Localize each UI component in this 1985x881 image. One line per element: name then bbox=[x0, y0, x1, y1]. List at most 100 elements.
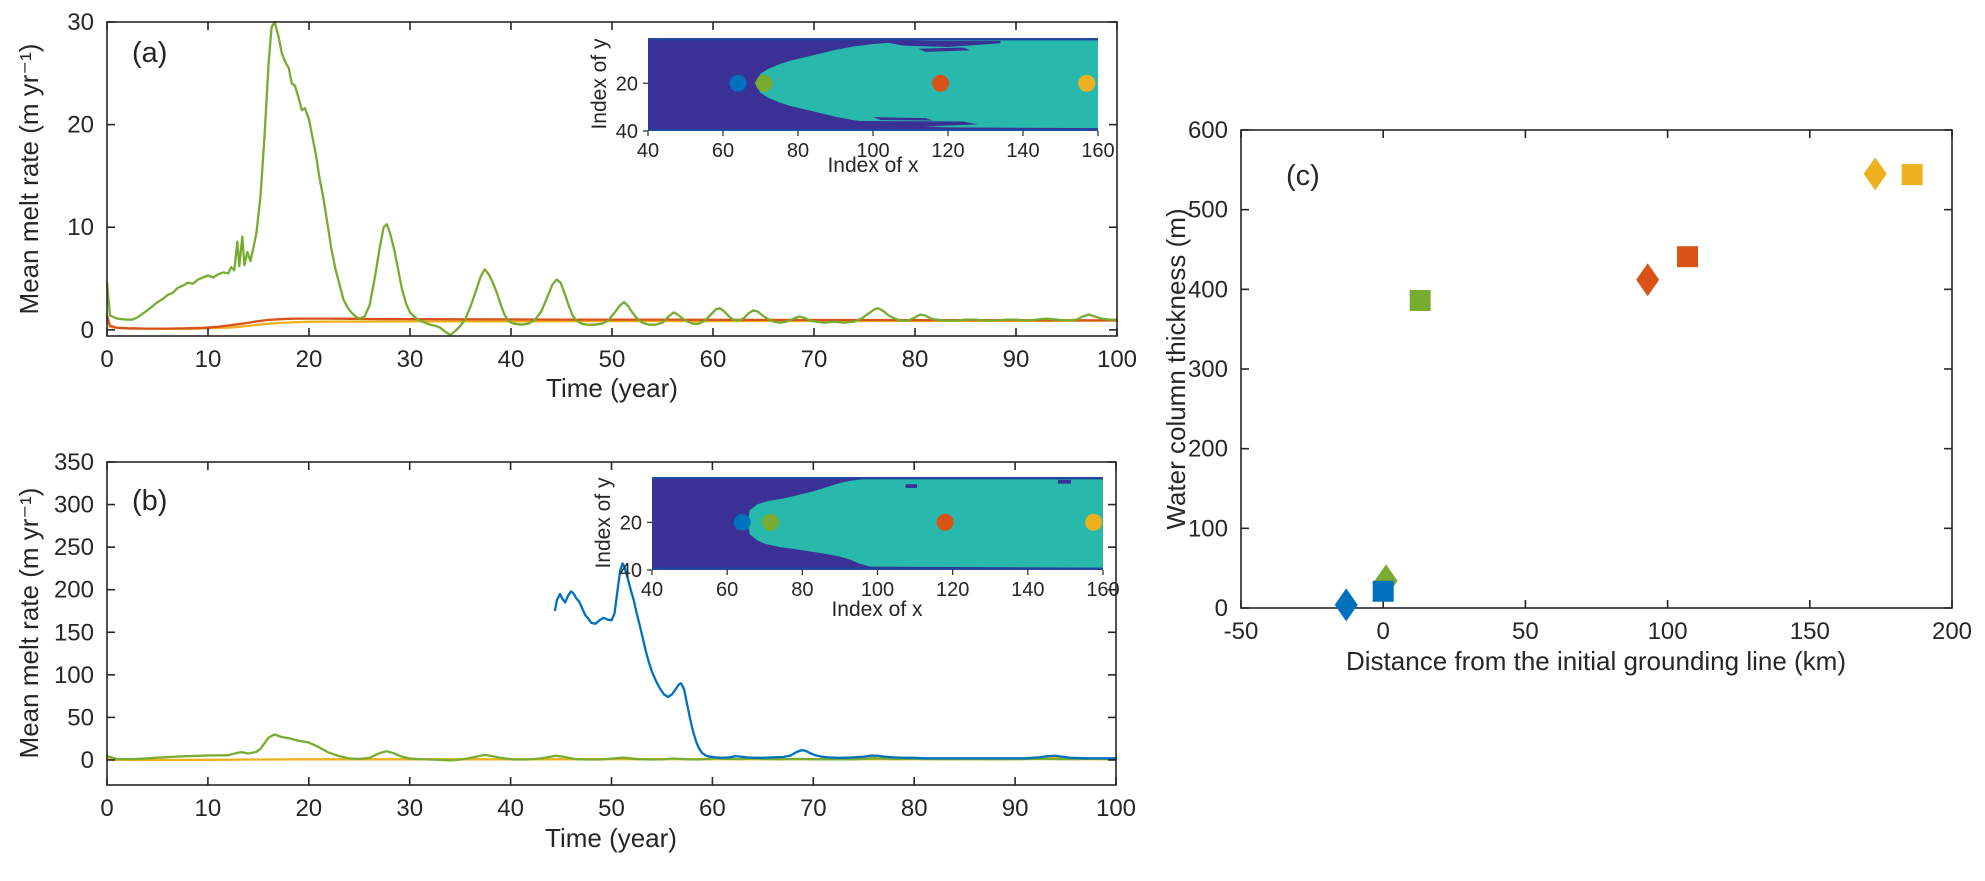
inset-map-streak bbox=[1057, 479, 1072, 484]
x-tick-label: 0 bbox=[100, 795, 113, 822]
panel-c-letter: (c) bbox=[1286, 160, 1320, 192]
x-tick-label: 50 bbox=[1512, 618, 1539, 645]
x-tick-label: 100 bbox=[1096, 795, 1136, 822]
x-tick-label: 0 bbox=[100, 346, 113, 373]
x-tick-label: 150 bbox=[1790, 618, 1830, 645]
inset-blue-dot bbox=[729, 74, 747, 92]
x-tick-label: 100 bbox=[1648, 618, 1688, 645]
x-tick-label: 200 bbox=[1932, 618, 1972, 645]
inset-x-tick-label: 120 bbox=[931, 140, 964, 162]
axes-box bbox=[1240, 129, 1953, 609]
inset-map-b: 40 60 80 100 120 140 160 20 40 bbox=[620, 477, 1120, 601]
y-tick-label: 200 bbox=[54, 577, 94, 604]
scatter-marker-orange-square bbox=[1677, 246, 1699, 268]
scatter-marker-blue-square bbox=[1372, 580, 1394, 602]
y-tick-label: 50 bbox=[67, 704, 94, 731]
inset-x-tick-label: 60 bbox=[716, 579, 738, 601]
y-tick-label: 0 bbox=[1215, 595, 1228, 622]
inset-x-tick-label: 40 bbox=[641, 579, 663, 601]
panel-c-y-axis-title: Water column thickness (m) bbox=[1161, 208, 1191, 529]
inset-x-tick-label: 60 bbox=[712, 140, 734, 162]
inset-y-tick-label: 20 bbox=[620, 512, 642, 534]
inset-a-x-axis-title: Index of x bbox=[827, 154, 919, 177]
inset-orange-dot bbox=[932, 74, 949, 92]
series-line-blue bbox=[553, 562, 1118, 760]
inset-map-bottom-border bbox=[648, 128, 1098, 131]
inset-yellow-dot bbox=[1085, 513, 1103, 531]
y-tick-label: 250 bbox=[54, 534, 94, 561]
inset-x-tick-label: 80 bbox=[787, 140, 809, 162]
x-tick-label: -50 bbox=[1224, 618, 1259, 645]
y-tick-label: 600 bbox=[1188, 117, 1228, 144]
x-tick-label: 40 bbox=[497, 795, 524, 822]
scatter-marker-yellow-square bbox=[1901, 164, 1923, 186]
y-tick-label: 500 bbox=[1188, 197, 1228, 224]
panel-a-melt-rate-chart: 0 10 20 30 40 50 60 70 80 90 100 0 10 20 30 (a) Time (… bbox=[14, 9, 1137, 403]
series-line-orange bbox=[105, 314, 1119, 330]
x-tick-label: 50 bbox=[598, 795, 625, 822]
y-tick-label: 0 bbox=[81, 747, 94, 774]
x-tick-label: 40 bbox=[498, 346, 525, 373]
panel-b-melt-rate-chart: 0 10 20 30 40 50 60 70 80 90 100 0 50 100 150 200 250 300… bbox=[14, 449, 1136, 853]
y-tick-label: 150 bbox=[54, 619, 94, 646]
inset-map-a: 40 60 80 100 120 140 160 20 40 bbox=[616, 38, 1115, 162]
scatter-marker-yellow-diamond bbox=[1863, 157, 1887, 191]
inset-x-tick-label: 140 bbox=[1011, 579, 1044, 601]
x-tick-label: 70 bbox=[801, 346, 828, 373]
x-tick-label: 30 bbox=[397, 346, 424, 373]
x-tick-label: 10 bbox=[195, 346, 222, 373]
y-tick-label: 20 bbox=[67, 112, 94, 139]
x-tick-label: 20 bbox=[296, 346, 323, 373]
inset-map-streak bbox=[873, 117, 933, 121]
inset-a-y-axis-title: Index of y bbox=[588, 38, 611, 130]
inset-x-tick-label: 160 bbox=[1081, 140, 1114, 162]
y-tick-label: 300 bbox=[54, 492, 94, 519]
inset-x-tick-label: 120 bbox=[936, 579, 969, 601]
scatter-marker-green-square bbox=[1409, 289, 1431, 311]
panel-b-y-axis-title: Mean melt rate (m yr⁻¹) bbox=[14, 488, 44, 759]
panel-c-x-axis-title: Distance from the initial grounding line… bbox=[1346, 646, 1846, 676]
inset-y-tick-label: 20 bbox=[616, 73, 638, 95]
x-tick-label: 20 bbox=[295, 795, 322, 822]
inset-x-tick-label: 140 bbox=[1006, 140, 1039, 162]
x-tick-label: 80 bbox=[901, 795, 928, 822]
x-tick-label: 100 bbox=[1097, 346, 1137, 373]
x-tick-label: 50 bbox=[599, 346, 626, 373]
x-tick-label: 80 bbox=[902, 346, 929, 373]
panel-b-plot-area: 0 10 20 30 40 50 60 70 80 90 100 0 50 100 150 200 250 300… bbox=[54, 449, 1136, 822]
y-tick-label: 10 bbox=[67, 214, 94, 241]
y-tick-label: 30 bbox=[67, 9, 94, 36]
inset-map-streak bbox=[888, 40, 1001, 48]
panel-a-letter: (a) bbox=[132, 37, 167, 69]
x-tick-label: 60 bbox=[699, 795, 726, 822]
inset-map-bottom-border bbox=[652, 567, 1103, 570]
x-tick-label: 30 bbox=[396, 795, 423, 822]
series-line-green bbox=[105, 20, 1119, 337]
inset-y-tick-label: 40 bbox=[620, 560, 642, 582]
inset-blue-dot bbox=[733, 513, 751, 531]
y-tick-label: 0 bbox=[81, 317, 94, 344]
scatter-marker-orange-diamond bbox=[1636, 263, 1660, 297]
inset-x-tick-label: 40 bbox=[637, 140, 659, 162]
series-line-green bbox=[105, 733, 1118, 762]
x-tick-label: 10 bbox=[195, 795, 222, 822]
inset-map-ocean-region bbox=[754, 39, 1098, 129]
x-tick-label: 90 bbox=[1003, 346, 1030, 373]
inset-map-ocean-region bbox=[747, 478, 1103, 568]
panel-b-letter: (b) bbox=[132, 485, 167, 517]
inset-map-streak bbox=[918, 47, 971, 52]
inset-map-streak bbox=[905, 484, 917, 488]
inset-x-tick-label: 160 bbox=[1086, 579, 1119, 601]
y-tick-label: 200 bbox=[1188, 436, 1228, 463]
y-tick-label: 300 bbox=[1188, 356, 1228, 383]
inset-map-top-border bbox=[652, 477, 1103, 480]
panel-a-plot-area: 0 10 20 30 40 50 60 70 80 90 100 0 10 20 30 bbox=[67, 9, 1137, 373]
inset-x-tick-label: 100 bbox=[856, 140, 889, 162]
inset-b-x-axis-title: Index of x bbox=[831, 598, 923, 621]
panel-b-x-axis-title: Time (year) bbox=[545, 823, 677, 853]
inset-orange-dot bbox=[936, 513, 954, 531]
